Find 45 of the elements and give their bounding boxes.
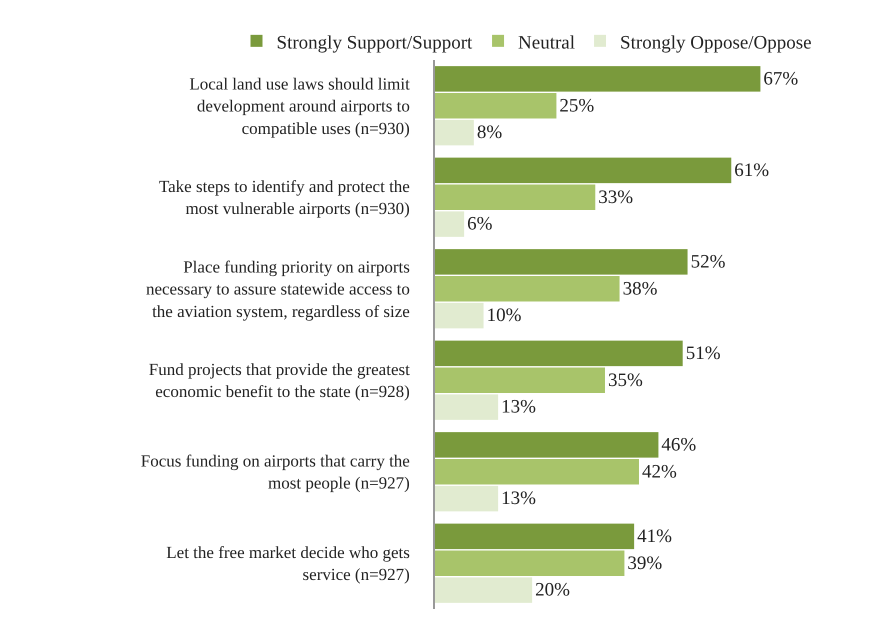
data-label: 35%: [608, 370, 643, 391]
bar: [435, 184, 596, 210]
bar: [435, 577, 532, 603]
legend-label: Strongly Oppose/Oppose: [620, 32, 812, 54]
data-label: 33%: [598, 186, 634, 208]
bar: [435, 276, 620, 302]
bar: [435, 550, 624, 576]
y-tick-label: Local land use laws should limit development around airports to compatible uses (n=930): [189, 74, 410, 138]
data-label: 10%: [486, 305, 522, 326]
data-label: 39%: [627, 552, 662, 574]
data-label: 6%: [467, 214, 493, 235]
data-label: 38%: [622, 278, 658, 300]
data-label: 41%: [637, 526, 672, 547]
y-tick-label: Focus funding on airports that carry the most people (n=927): [140, 452, 410, 493]
legend-label: Strongly Support/Support: [276, 32, 474, 54]
data-label: 52%: [690, 251, 726, 272]
data-label: 25%: [559, 95, 594, 116]
bar: [435, 158, 732, 184]
data-label: 8%: [476, 122, 502, 144]
y-tick-label: Fund projects that provide the greatest economic benefit to the state (n=928): [148, 360, 410, 402]
data-label: 13%: [501, 488, 536, 510]
data-label: 13%: [501, 396, 536, 418]
bar: [435, 211, 464, 237]
bar: [435, 120, 474, 146]
bar: [435, 302, 484, 328]
y-tick-label: Let the free market decide who gets service (n=927): [166, 543, 410, 584]
bar: [435, 394, 498, 420]
bar: [435, 524, 634, 550]
data-label: 46%: [661, 434, 696, 456]
bar: [435, 459, 639, 484]
bar: [435, 432, 658, 458]
bar: [435, 368, 605, 393]
bar: [435, 66, 760, 92]
bar: [435, 486, 498, 512]
y-tick-label: Place funding priority on airports necessary to assure statewide access to the aviation system, regardless of size: [146, 258, 410, 321]
y-tick-label: Take steps to identify and protect the most vulnerable airports (n=930): [158, 177, 410, 218]
data-label: 67%: [763, 68, 798, 90]
bar: [435, 249, 688, 275]
bar: [435, 340, 683, 366]
bar: [435, 93, 556, 118]
data-label: 42%: [642, 461, 677, 482]
legend-label: Neutral: [518, 32, 576, 54]
data-label: 51%: [686, 342, 721, 364]
data-label: 61%: [734, 160, 770, 181]
data-label: 20%: [535, 580, 570, 601]
